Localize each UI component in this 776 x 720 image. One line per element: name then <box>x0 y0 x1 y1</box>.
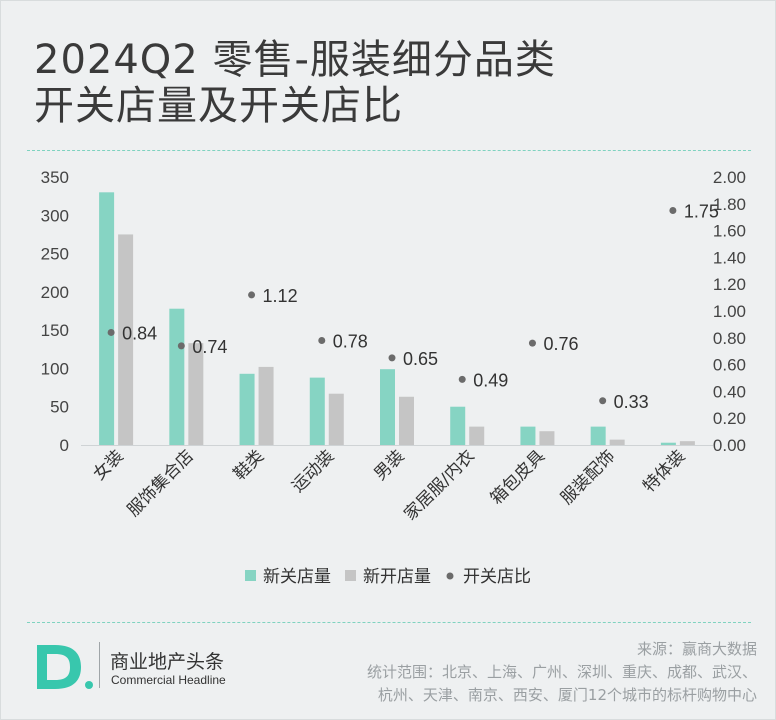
bar-close <box>660 442 676 445</box>
ratio-data-label: 0.49 <box>473 370 508 390</box>
ratio-point <box>318 336 326 344</box>
d-logo-icon <box>37 645 93 689</box>
x-category-label: 运动装 <box>288 446 338 496</box>
ratio-data-label: 1.12 <box>263 286 298 306</box>
ratio-point <box>388 354 396 362</box>
scope-note-2: 杭州、天津、南京、西安、厦门12个城市的标杆购物中心 <box>377 686 757 704</box>
x-category-label: 家居服/内衣 <box>400 446 478 524</box>
y-right-tick-label: 1.40 <box>713 248 746 267</box>
ratio-data-label: 0.65 <box>403 349 438 369</box>
bar-open <box>679 441 695 445</box>
page-title: 2024Q2 零售-服装细分品类 开关店量及开关店比 <box>34 37 556 129</box>
y-left-tick-label: 300 <box>41 206 69 225</box>
bar-close <box>520 426 536 445</box>
y-right-tick-label: 0.80 <box>713 329 746 348</box>
ratio-point <box>599 397 607 405</box>
brand-name: 商业地产头条 <box>110 651 225 673</box>
bar-open <box>539 431 555 445</box>
bar-chart: 0 50 100 150 200 250 300 350 0.00 0.20 0.40 0.60 0.8… <box>41 168 746 587</box>
y-left-tick-label: 0 <box>60 436 69 455</box>
ratio-point <box>107 328 115 336</box>
x-category-label: 鞋类 <box>230 446 268 484</box>
title-line-2: 开关店量及开关店比 <box>34 83 403 129</box>
y-left-tick-label: 50 <box>50 398 69 417</box>
legend-label: 开关店比 <box>463 567 531 587</box>
ratio-data-label: 0.33 <box>614 392 649 412</box>
y-right-tick-label: 1.20 <box>713 275 746 294</box>
y-right-tick-label: 0.00 <box>713 436 746 455</box>
legend-swatch <box>446 572 454 580</box>
y-right-tick-label: 1.00 <box>713 302 746 321</box>
bar-close <box>450 406 466 445</box>
scope-note-1: 统计范围：北京、上海、广州、深圳、重庆、成都、武汉、 <box>366 663 757 681</box>
bar-close <box>99 192 115 445</box>
top-divider <box>27 150 751 151</box>
bar-open <box>118 234 134 445</box>
bar-close <box>380 369 395 445</box>
ratio-point <box>528 339 536 347</box>
ratio-point <box>177 342 185 350</box>
x-category-label: 服饰集合店 <box>124 446 198 520</box>
legend-swatch <box>245 570 256 581</box>
bar-close <box>590 426 606 445</box>
ratio-point <box>669 207 677 214</box>
y-left-tick-label: 250 <box>41 245 69 264</box>
ratio-data-label: 1.75 <box>684 202 719 222</box>
y-left-tick-label: 150 <box>41 321 69 340</box>
bar-close <box>239 373 255 445</box>
bar-open <box>258 366 274 445</box>
ratio-data-label: 0.76 <box>543 334 578 354</box>
source-note: 来源：赢商大数据 <box>636 640 757 658</box>
bar-open <box>609 439 625 445</box>
y-right-tick-label: 0.20 <box>713 409 746 428</box>
bar-open <box>469 426 485 445</box>
footer-divider <box>99 642 100 688</box>
y-right-tick-label: 0.60 <box>713 356 746 375</box>
ratio-data-label: 0.84 <box>122 323 157 343</box>
x-category-label: 服装配饰 <box>557 446 619 508</box>
bottom-divider <box>27 622 751 623</box>
bar-close <box>309 377 325 445</box>
y-right-tick-label: 0.40 <box>713 382 746 401</box>
bar-open <box>328 393 344 445</box>
y-right-tick-label: 1.80 <box>713 195 746 214</box>
legend-label: 新开店量 <box>363 567 431 587</box>
x-category-label: 箱包皮具 <box>487 446 549 508</box>
ratio-point <box>248 291 256 299</box>
ratio-data-label: 0.74 <box>192 337 227 357</box>
bar-open <box>399 396 414 445</box>
bar-open <box>188 343 204 445</box>
legend-label: 新关店量 <box>263 567 331 587</box>
title-line-1: 2024Q2 零售-服装细分品类 <box>34 37 556 83</box>
bar-close <box>169 308 185 445</box>
ratio-point <box>458 375 466 383</box>
brand-english: Commercial Headline <box>111 673 226 687</box>
x-category-label: 特体装 <box>639 446 689 496</box>
y-left-tick-label: 350 <box>41 168 69 187</box>
x-category-label: 男装 <box>370 446 408 484</box>
x-category-label: 女装 <box>89 446 127 484</box>
legend-swatch <box>345 570 356 581</box>
y-left-tick-label: 100 <box>41 359 69 378</box>
y-right-tick-label: 2.00 <box>713 168 746 187</box>
ratio-data-label: 0.78 <box>333 331 368 351</box>
y-right-tick-label: 1.60 <box>713 222 746 241</box>
y-left-tick-label: 200 <box>41 283 69 302</box>
